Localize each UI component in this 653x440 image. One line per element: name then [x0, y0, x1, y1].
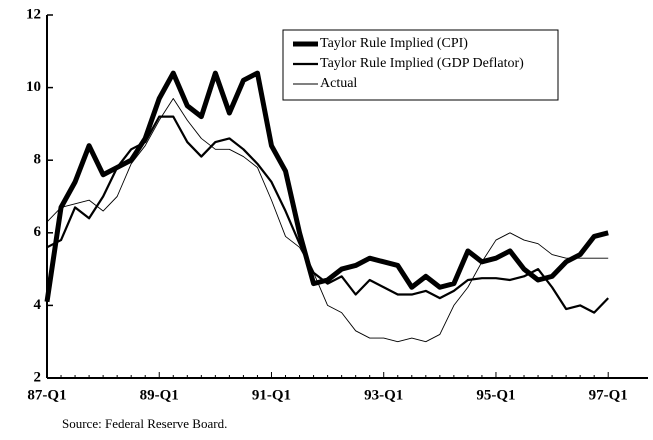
x-tick-label: 89-Q1: [140, 387, 179, 403]
y-tick-label: 4: [34, 297, 42, 313]
y-tick-label: 2: [34, 369, 42, 385]
legend-label: Taylor Rule Implied (CPI): [320, 36, 468, 51]
legend-box: [282, 29, 559, 101]
series-line: [44, 70, 609, 303]
y-tick-label: 10: [26, 79, 41, 95]
y-tick-label: 8: [34, 152, 42, 168]
legend-label: Taylor Rule Implied (GDP Deflator): [320, 56, 524, 71]
y-tick-label: 6: [34, 224, 42, 240]
series-line: [46, 98, 609, 343]
source-note: Source: Federal Reserve Board.: [62, 416, 227, 431]
x-tick-label: 91-Q1: [252, 387, 291, 403]
y-tick-label: 12: [26, 6, 41, 22]
series-line: [46, 115, 609, 314]
x-tick-label: 97-Q1: [589, 387, 628, 403]
x-tick-label: 93-Q1: [364, 387, 403, 403]
legend-label: Actual: [320, 76, 357, 91]
x-tick-label: 87-Q1: [27, 387, 66, 403]
x-tick-label: 95-Q1: [476, 387, 515, 403]
